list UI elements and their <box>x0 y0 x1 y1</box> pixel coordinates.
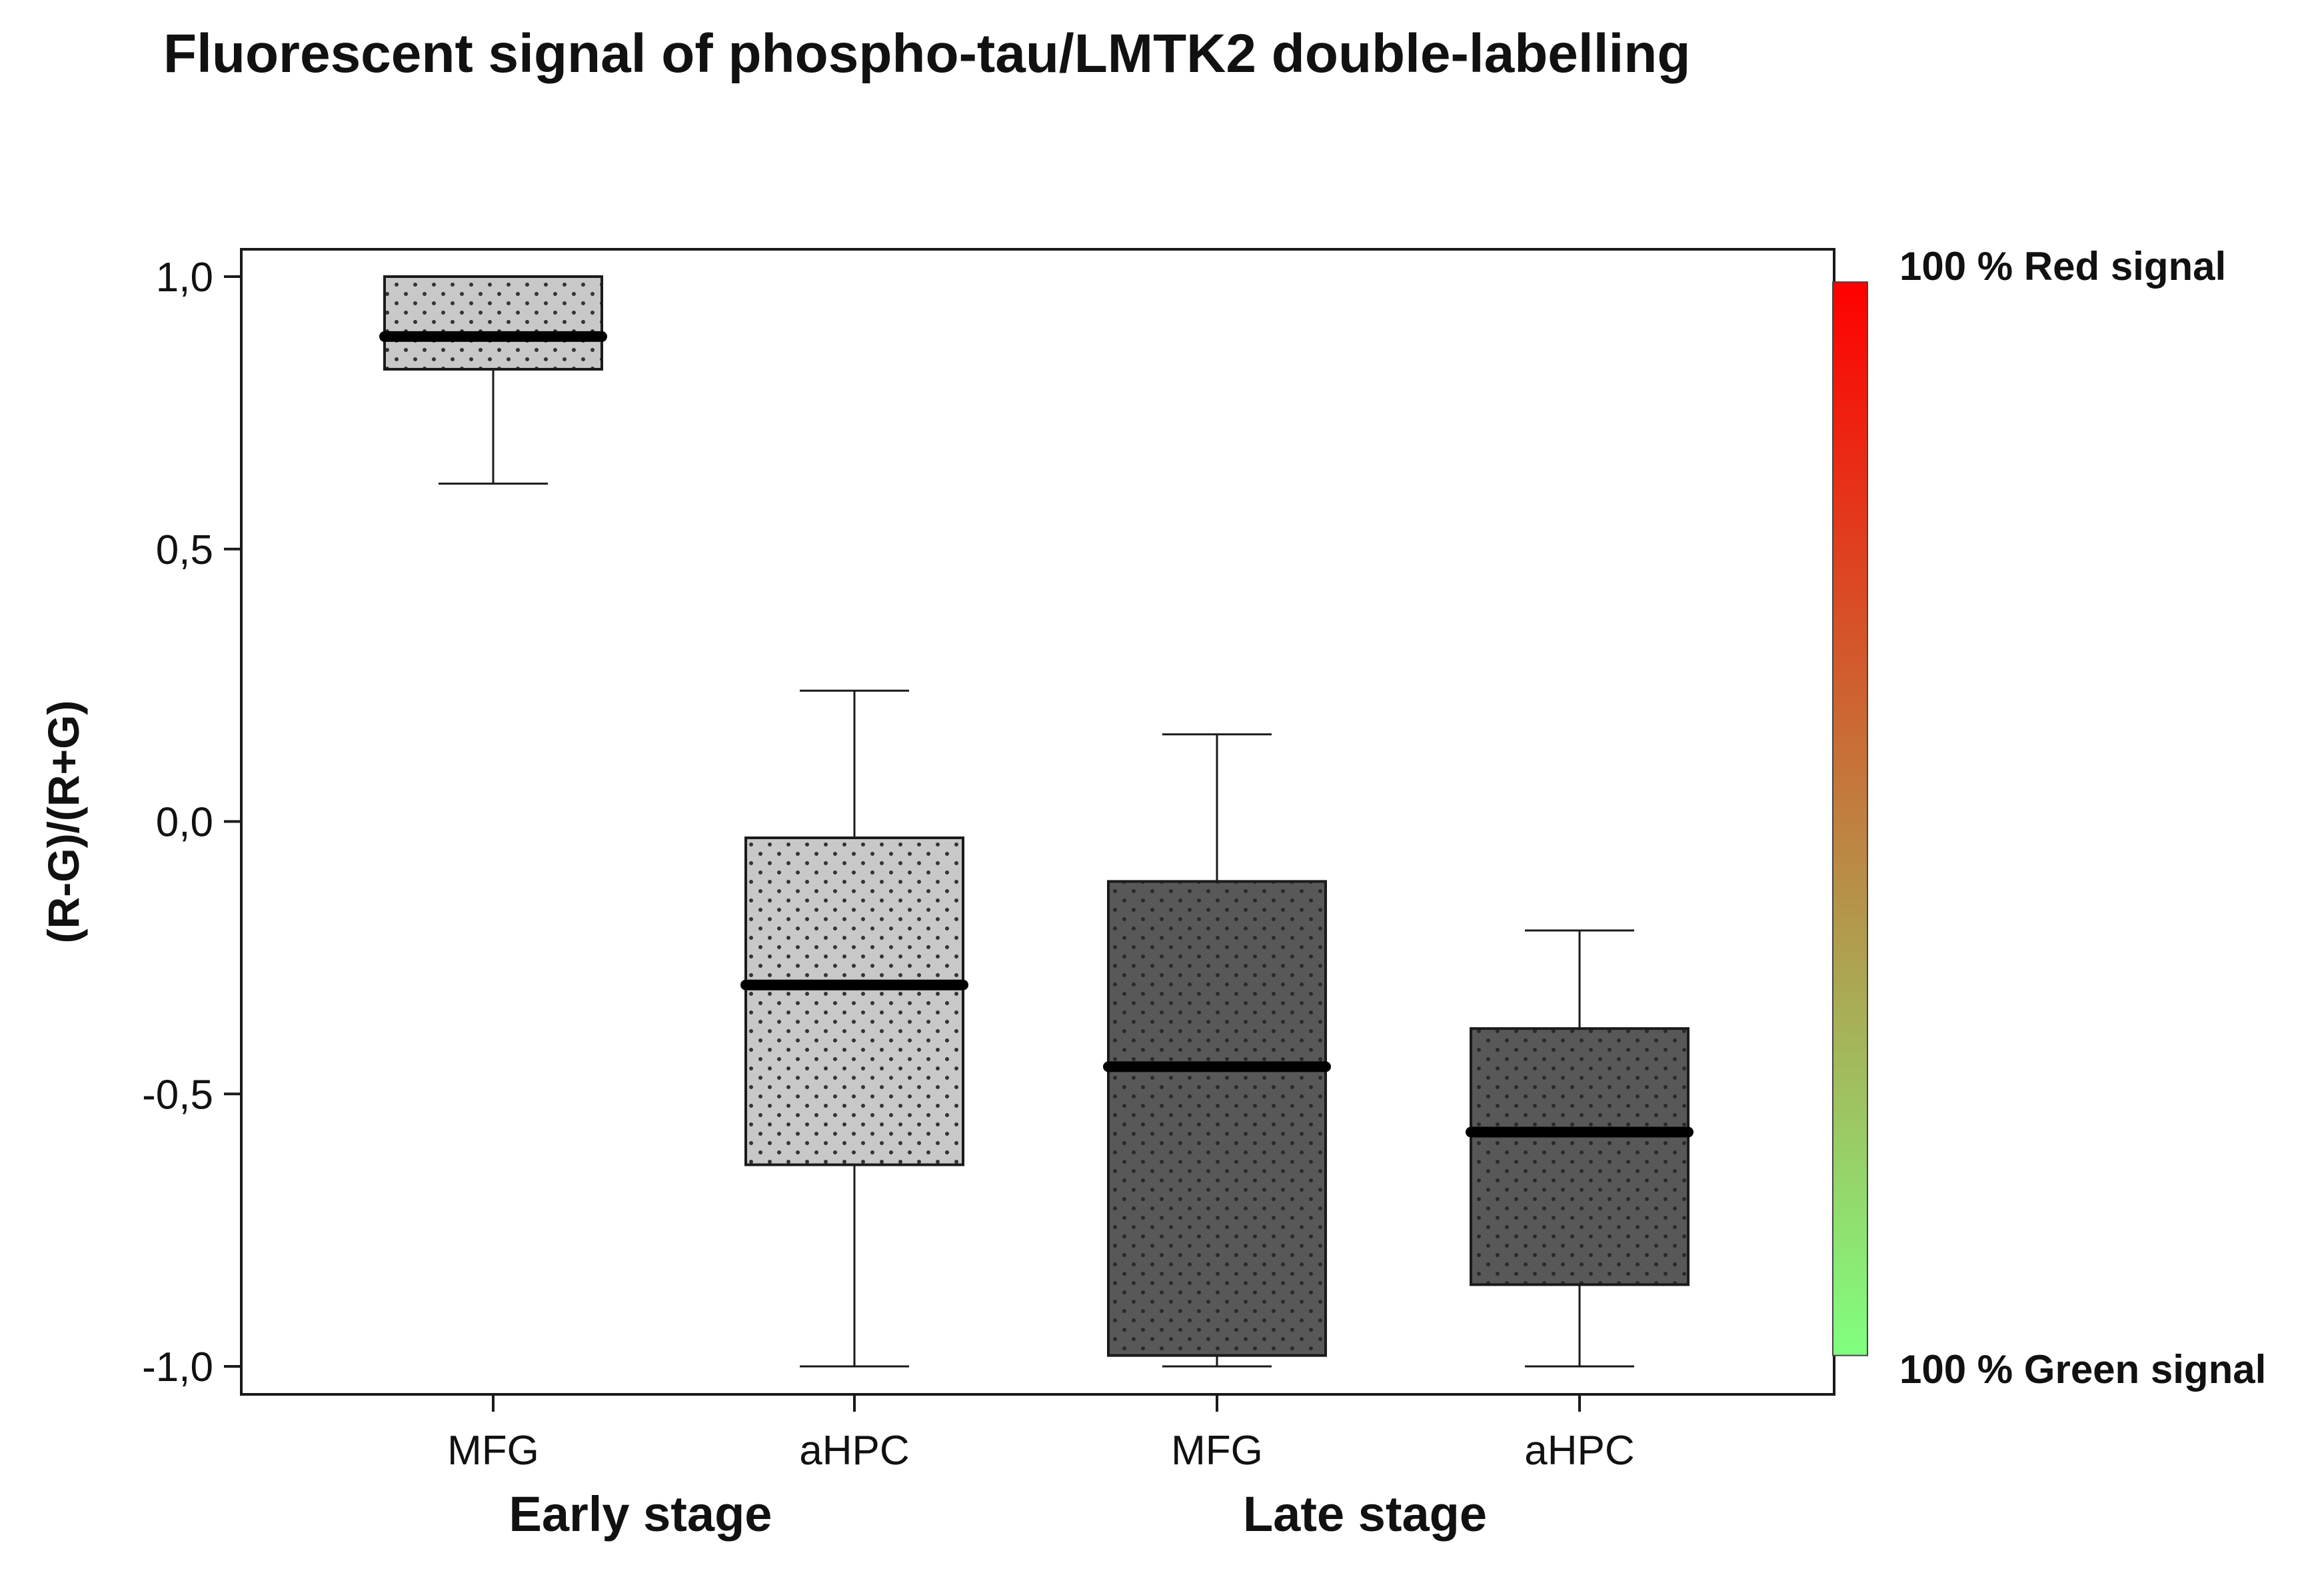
box-2 <box>740 689 968 1368</box>
iqr-box <box>744 836 964 1166</box>
iqr-box <box>1470 1027 1690 1286</box>
x-tick-label: MFG <box>1171 1428 1263 1474</box>
x-tick-label: aHPC <box>799 1428 909 1474</box>
y-axis-label: (R-G)/(R+G) <box>39 701 88 944</box>
colorbar-bottom-label: 100 % Green signal <box>1899 1347 2266 1392</box>
box-1 <box>379 275 607 485</box>
box-4 <box>1466 929 1694 1368</box>
color-scale-bar <box>1832 281 1868 1356</box>
y-tick-label: -0,5 <box>142 1072 213 1118</box>
y-axis: 1,0 0,5 0,0 -0,5 -1,0 <box>142 255 241 1390</box>
group-labels: Early stage Late stage <box>509 1486 1487 1542</box>
box-series <box>379 275 1694 1368</box>
y-tick-label: -1,0 <box>142 1344 213 1390</box>
y-tick-label: 0,0 <box>156 800 213 846</box>
group-label: Early stage <box>509 1486 772 1542</box>
x-axis: MFG aHPC MFG aHPC <box>447 1394 1635 1474</box>
iqr-box <box>383 275 603 371</box>
colorbar-top-label: 100 % Red signal <box>1899 244 2226 289</box>
box-3 <box>1103 733 1331 1368</box>
x-tick-label: MFG <box>447 1428 539 1474</box>
x-tick-label: aHPC <box>1524 1428 1634 1474</box>
iqr-box <box>1107 880 1327 1357</box>
y-tick-label: 0,5 <box>156 527 213 573</box>
chart-title: Fluorescent signal of phospho-tau/LMTK2 … <box>163 23 1690 84</box>
y-tick-label: 1,0 <box>156 255 213 301</box>
group-label: Late stage <box>1243 1486 1487 1542</box>
